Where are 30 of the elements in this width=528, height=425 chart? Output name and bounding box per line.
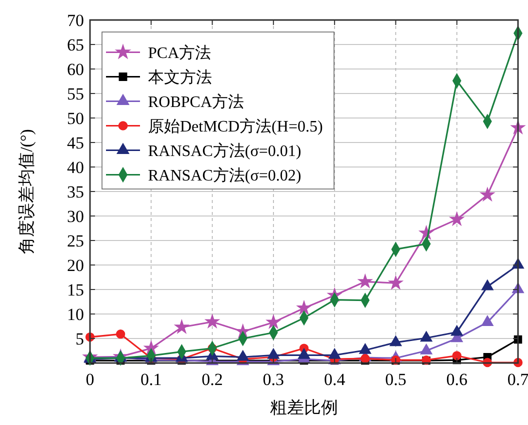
legend-label: 原始DetMCD方法(H=0.5) xyxy=(148,117,323,136)
legend-label: ROBPCA方法 xyxy=(148,92,244,111)
legend-label: RANSAC方法(σ=0.02) xyxy=(148,166,302,184)
x-tick-label: 0.3 xyxy=(262,370,284,389)
x-tick-label: 0.5 xyxy=(385,370,406,389)
x-tick-label: 0 xyxy=(86,370,94,389)
x-tick-label: 0.1 xyxy=(140,370,162,389)
y-tick-label: 20 xyxy=(67,256,84,275)
x-tick-label: 0.7 xyxy=(507,370,528,389)
y-tick-label: 30 xyxy=(67,206,84,226)
x-tick-label: 0.4 xyxy=(324,370,346,389)
x-axis-title: 粗差比例 xyxy=(270,398,338,417)
y-tick-label: 50 xyxy=(67,108,84,128)
legend-label: PCA方法 xyxy=(148,44,212,62)
y-tick-label: 25 xyxy=(67,231,84,250)
y-tick-label: 60 xyxy=(67,60,84,79)
y-tick-label: 40 xyxy=(67,158,84,177)
y-tick-label: 55 xyxy=(67,84,84,104)
x-tick-label: 0.6 xyxy=(446,370,468,389)
x-tick-label: 0.2 xyxy=(202,370,223,389)
y-tick-label: 10 xyxy=(67,304,84,324)
y-tick-label: 35 xyxy=(67,182,84,202)
legend-label: RANSAC方法(σ=0.01) xyxy=(148,142,302,160)
y-tick-label: 5 xyxy=(76,329,84,348)
y-tick-label: 70 xyxy=(67,10,84,30)
y-tick-label: 65 xyxy=(67,35,84,54)
y-axis-title: 角度误差均值/(°) xyxy=(17,129,36,254)
y-tick-label: 15 xyxy=(67,280,84,300)
y-tick-label: 45 xyxy=(67,133,84,152)
legend-label: 本文方法 xyxy=(148,68,212,86)
